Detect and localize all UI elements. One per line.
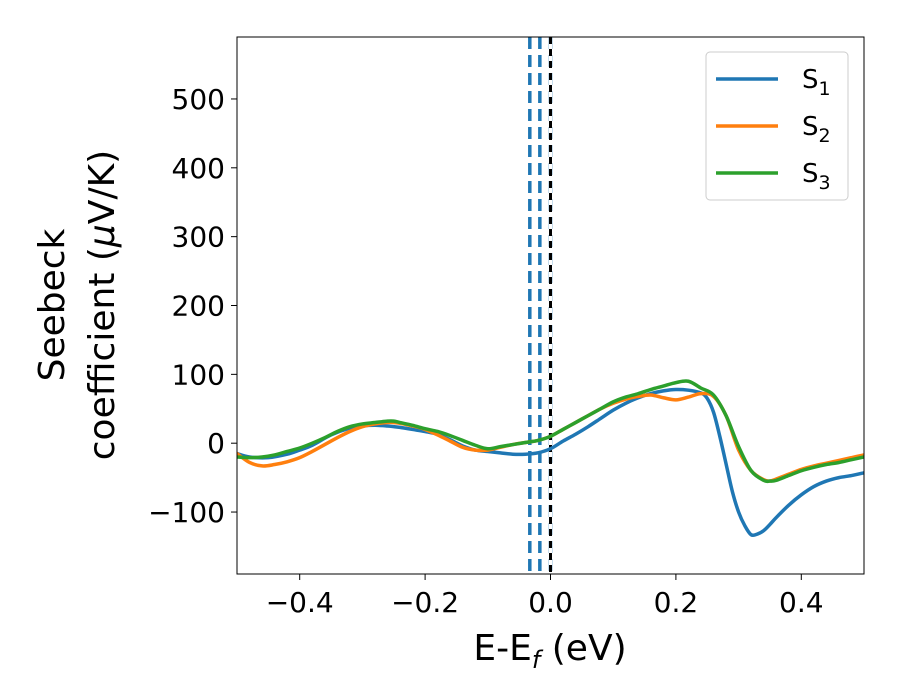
x-tick-label: 0.0: [528, 586, 573, 619]
x-tick-label: −0.2: [391, 586, 459, 619]
x-tick-label: 0.4: [779, 586, 824, 619]
y-axis-ticks: −100 0 100 200 300 400 500: [148, 83, 237, 529]
x-tick-label: −0.4: [266, 586, 334, 619]
y-tick-label: 100: [172, 358, 225, 391]
x-tick-label: 0.2: [654, 586, 699, 619]
y-axis-label: Seebeck coefficient (μV/K): [32, 150, 123, 460]
series-layer: [237, 379, 864, 538]
y-tick-label: 400: [172, 152, 225, 185]
legend: S1 S2 S3: [705, 51, 849, 201]
series-line-s3: [237, 379, 864, 484]
x-axis-label: E-Ef (eV): [473, 628, 626, 674]
y-tick-label: 0: [207, 427, 225, 460]
y-axis-label-line1: Seebeck: [32, 228, 73, 381]
y-tick-label: 300: [172, 221, 225, 254]
y-tick-label: 500: [172, 83, 225, 116]
legend-label-s1: S1: [802, 65, 831, 100]
reference-vertical-lines: [528, 37, 553, 574]
legend-label-s2: S2: [802, 112, 831, 147]
legend-label-s3: S3: [802, 159, 831, 194]
y-tick-label: −100: [148, 496, 225, 529]
x-axis-ticks: −0.4 −0.2 0.0 0.2 0.4: [266, 574, 824, 619]
y-axis-label-line2: coefficient (μV/K): [82, 150, 123, 460]
y-tick-label: 200: [172, 290, 225, 323]
